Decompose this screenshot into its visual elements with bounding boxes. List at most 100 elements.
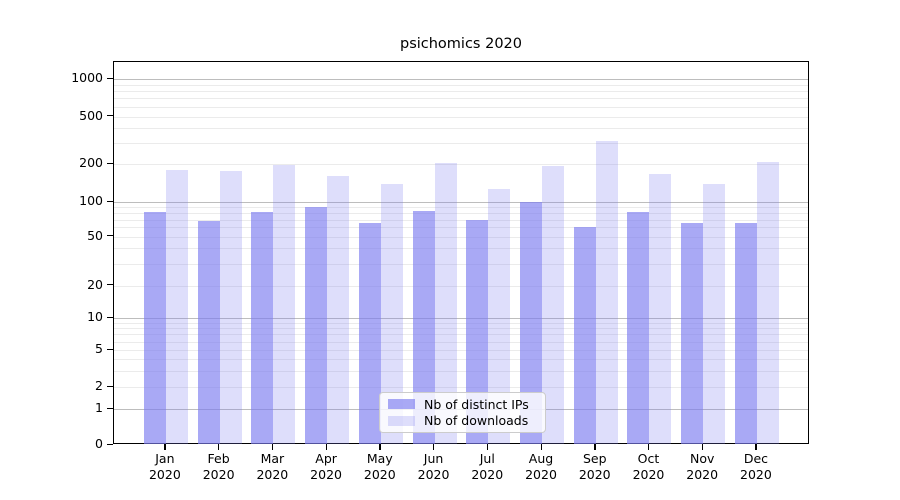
y-tick-mark xyxy=(107,162,113,165)
x-tick-label-feb: Feb 2020 xyxy=(202,451,235,482)
bar-distinct-ips-jan xyxy=(143,212,166,444)
gridline-minor xyxy=(114,285,808,287)
y-tick-label-1: 1 xyxy=(95,400,103,415)
bar-downloads-jan xyxy=(165,169,188,444)
bar-downloads-jul xyxy=(488,188,511,444)
x-tick-mark xyxy=(486,444,489,450)
gridline-minor xyxy=(114,328,808,330)
gridline-minor xyxy=(114,84,808,86)
y-tick-mark xyxy=(107,77,113,79)
plot-area xyxy=(113,61,809,444)
bar-distinct-ips-may xyxy=(358,222,381,444)
bar-distinct-ips-jul xyxy=(466,219,489,444)
x-tick-label-dec: Dec 2020 xyxy=(740,451,772,482)
gridline-minor xyxy=(114,350,808,351)
x-tick-label-mar: Mar 2020 xyxy=(256,451,289,482)
gridline-minor xyxy=(114,128,808,130)
x-tick-mark xyxy=(164,444,166,450)
bar-distinct-ips-aug xyxy=(520,202,542,444)
y-tick-label-50: 50 xyxy=(87,227,103,243)
gridline-minor xyxy=(114,334,808,336)
gridline-minor xyxy=(114,370,808,372)
legend: Nb of distinct IPs Nb of downloads xyxy=(379,392,546,433)
bar-distinct-ips-apr xyxy=(305,207,328,444)
gridline-minor xyxy=(114,106,808,108)
y-tick-mark xyxy=(107,443,113,445)
y-tick-label-10: 10 xyxy=(87,309,103,324)
bar-downloads-may xyxy=(380,183,403,444)
bar-downloads-sep xyxy=(595,141,618,444)
bar-distinct-ips-mar xyxy=(251,211,274,444)
bar-distinct-ips-jun xyxy=(412,210,435,444)
x-tick-mark xyxy=(755,444,757,450)
bar-downloads-mar xyxy=(273,165,296,444)
gridline-minor xyxy=(114,236,808,238)
bar-distinct-ips-feb xyxy=(197,221,220,444)
gridline-minor xyxy=(114,359,808,360)
legend-swatch-downloads xyxy=(388,415,415,426)
y-tick-label-0: 0 xyxy=(95,436,103,451)
x-tick-mark xyxy=(271,444,274,450)
gridline-minor xyxy=(114,213,808,215)
legend-item-downloads: Nb of downloads xyxy=(388,413,537,428)
bar-distinct-ips-sep xyxy=(573,226,596,444)
y-tick-label-2: 2 xyxy=(95,378,103,393)
gridline-minor xyxy=(114,263,808,265)
bar-distinct-ips-nov xyxy=(681,223,704,444)
x-tick-mark xyxy=(701,444,703,450)
chart-title: psichomics 2020 xyxy=(399,36,522,52)
gridline-minor xyxy=(114,164,808,166)
gridline-minor xyxy=(114,248,808,250)
gridline-minor xyxy=(114,207,808,209)
gridline-minor xyxy=(114,98,808,100)
gridline-minor xyxy=(114,91,808,93)
bar-downloads-oct xyxy=(649,173,672,444)
x-tick-label-jul: Jul 2020 xyxy=(471,451,504,482)
x-tick-mark xyxy=(594,444,596,450)
y-tick-mark xyxy=(107,385,113,387)
bar-distinct-ips-oct xyxy=(627,211,650,444)
y-tick-label-1000: 1000 xyxy=(71,70,103,85)
y-tick-label-100: 100 xyxy=(79,193,103,208)
bar-downloads-feb xyxy=(219,171,242,444)
gridline-minor xyxy=(114,227,808,229)
bar-downloads-jun xyxy=(434,163,457,444)
bar-downloads-aug xyxy=(542,166,564,444)
x-tick-mark xyxy=(647,444,650,450)
y-tick-mark xyxy=(107,316,113,318)
x-tick-mark xyxy=(540,444,542,450)
gridline-minor xyxy=(114,322,808,324)
gridline-minor xyxy=(114,116,808,118)
y-tick-label-20: 20 xyxy=(87,276,103,292)
gridline-minor xyxy=(114,219,808,221)
y-tick-mark xyxy=(107,235,113,237)
x-tick-label-aug: Aug 2020 xyxy=(525,451,557,482)
gridline-major xyxy=(114,79,808,80)
legend-label-downloads: Nb of downloads xyxy=(424,413,529,429)
x-tick-mark xyxy=(325,444,327,450)
x-tick-label-jan: Jan 2020 xyxy=(148,451,181,482)
x-tick-label-sep: Sep 2020 xyxy=(578,451,611,482)
legend-item-distinct-ips: Nb of distinct IPs xyxy=(388,397,537,412)
x-tick-label-nov: Nov 2020 xyxy=(686,451,719,482)
bar-downloads-apr xyxy=(327,175,350,444)
bar-distinct-ips-dec xyxy=(734,223,757,444)
x-tick-mark xyxy=(379,444,381,450)
x-tick-mark xyxy=(218,444,220,450)
legend-label-distinct-ips: Nb of distinct IPs xyxy=(424,396,529,412)
x-tick-label-apr: Apr 2020 xyxy=(310,451,342,482)
y-tick-mark xyxy=(107,407,113,409)
gridline-minor xyxy=(114,387,808,388)
x-tick-label-jun: Jun 2020 xyxy=(417,451,450,482)
y-tick-label-5: 5 xyxy=(95,341,103,356)
x-tick-label-may: May 2020 xyxy=(363,451,396,482)
bar-downloads-dec xyxy=(756,162,779,444)
y-tick-mark xyxy=(107,115,113,117)
legend-swatch-distinct-ips xyxy=(388,399,415,410)
y-tick-mark xyxy=(107,348,113,350)
gridline-minor xyxy=(114,143,808,145)
y-tick-mark xyxy=(107,200,113,202)
bar-downloads-nov xyxy=(703,184,726,444)
gridline-minor xyxy=(114,341,808,343)
